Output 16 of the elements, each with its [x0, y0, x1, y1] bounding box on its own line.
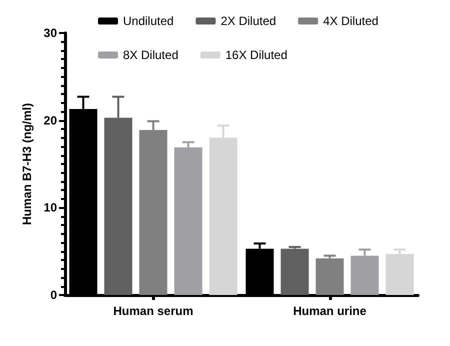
- legend-label: 2X Diluted: [220, 14, 276, 28]
- y-axis-title: Human B7-H3 (ng/ml): [20, 102, 34, 226]
- legend-label: 4X Diluted: [323, 14, 378, 28]
- y-tick-label: 20: [44, 113, 58, 128]
- y-tick-label: 30: [44, 26, 58, 40]
- x-tick-label: Human urine: [293, 304, 367, 318]
- bar: [386, 254, 414, 295]
- y-tick-label: 10: [44, 200, 58, 215]
- legend-label: Undiluted: [123, 14, 174, 28]
- legend-label: 8X Diluted: [123, 48, 178, 62]
- bar: [280, 248, 309, 295]
- bar: [316, 258, 344, 295]
- x-tick-label: Human serum: [113, 304, 194, 318]
- bar: [174, 147, 202, 295]
- legend-label: 16X Diluted: [225, 48, 288, 62]
- y-tick-label: 0: [50, 288, 58, 302]
